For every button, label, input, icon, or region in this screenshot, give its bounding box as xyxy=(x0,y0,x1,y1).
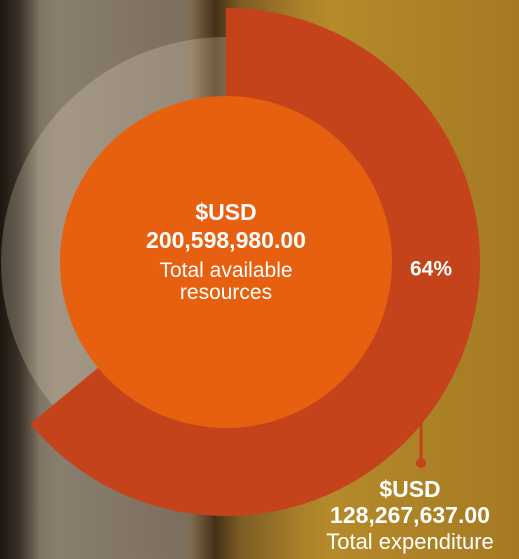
callout-label: $USD 128,267,637.00 Total expenditure xyxy=(300,476,519,555)
callout-text: Total expenditure xyxy=(300,529,519,555)
page: 64% $USD 200,598,980.00 Total available … xyxy=(0,0,519,559)
center-amount: 200,598,980.00 xyxy=(126,226,326,254)
center-currency: $USD xyxy=(126,198,326,226)
callout-dot xyxy=(416,458,426,468)
callout-currency: $USD xyxy=(300,476,519,502)
center-label: $USD 200,598,980.00 Total available reso… xyxy=(126,198,326,304)
value-label: 64% xyxy=(410,258,452,281)
center-text: Total available resources xyxy=(141,260,311,304)
callout-amount: 128,267,637.00 xyxy=(300,502,519,529)
